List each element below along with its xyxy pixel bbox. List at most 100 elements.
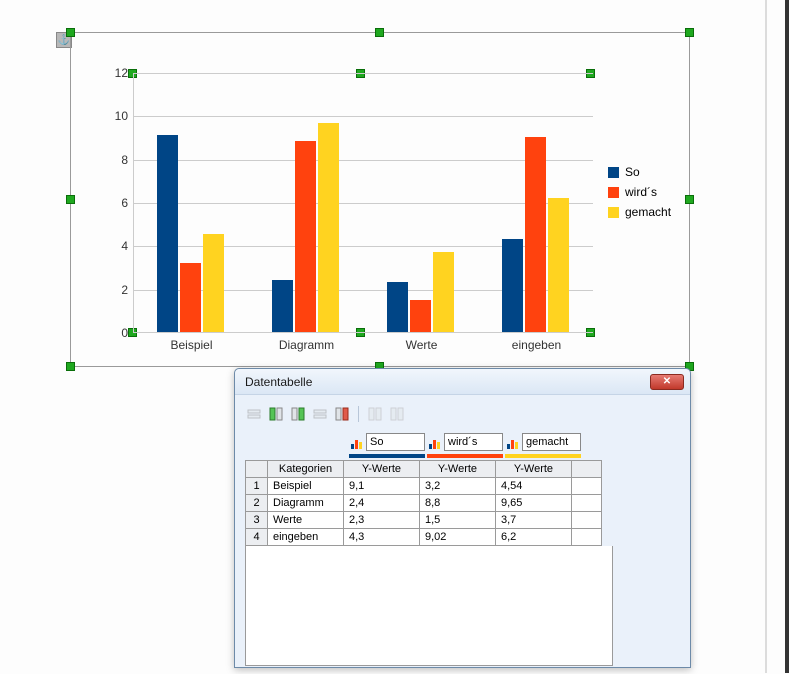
gridline [134, 73, 593, 74]
table-row[interactable]: 2Diagramm2,48,89,65 [246, 495, 602, 512]
series-color-bar [505, 454, 581, 458]
toolbar-delete-series-icon[interactable] [333, 405, 351, 423]
bar[interactable] [203, 234, 224, 332]
legend-label: gemacht [625, 205, 671, 219]
dialog-titlebar[interactable]: Datentabelle ✕ [235, 369, 690, 395]
bar[interactable] [410, 300, 431, 333]
bar[interactable] [272, 280, 293, 332]
series-name-input[interactable] [366, 433, 425, 451]
table-row[interactable]: 1Beispiel9,13,24,54 [246, 478, 602, 495]
toolbar-swap-rows-icon[interactable] [388, 405, 406, 423]
dialog-body: KategorienY-WerteY-WerteY-Werte 1Beispie… [235, 395, 690, 674]
cell-value[interactable]: 2,4 [344, 495, 420, 512]
toolbar-insert-series2-icon[interactable] [289, 405, 307, 423]
cell-value[interactable]: 4,54 [496, 478, 572, 495]
y-tick-label: 6 [121, 196, 134, 210]
legend-label: So [625, 165, 640, 179]
dialog-close-button[interactable]: ✕ [650, 374, 684, 390]
cell-category[interactable]: Werte [268, 512, 344, 529]
series-name-row [349, 433, 680, 451]
series-name-cell [427, 433, 503, 451]
cell-empty[interactable] [572, 512, 602, 529]
x-tick-label: Werte [406, 332, 438, 352]
page-edge-rule [765, 0, 767, 673]
cell-value[interactable]: 1,5 [420, 512, 496, 529]
legend-swatch [608, 167, 619, 178]
bar[interactable] [180, 263, 201, 332]
x-tick-label: eingeben [512, 332, 561, 352]
resize-handle-nw[interactable] [66, 28, 75, 37]
legend-item[interactable]: wird´s [608, 185, 671, 199]
bar-chart-icon [349, 435, 363, 449]
bar[interactable] [525, 137, 546, 332]
bar[interactable] [157, 135, 178, 332]
cell-category[interactable]: Beispiel [268, 478, 344, 495]
series-name-input[interactable] [522, 433, 581, 451]
cell-value[interactable]: 9,65 [496, 495, 572, 512]
gridline [134, 116, 593, 117]
series-name-cell [349, 433, 425, 451]
resize-handle-e[interactable] [685, 195, 694, 204]
table-header-yvalues[interactable]: Y-Werte [420, 461, 496, 478]
chart-object-frame[interactable]: 024681012BeispielDiagrammWerteeingeben S… [70, 32, 690, 367]
cell-value[interactable]: 6,2 [496, 529, 572, 546]
legend-item[interactable]: So [608, 165, 671, 179]
resize-handle-sw[interactable] [66, 362, 75, 371]
data-table-dialog[interactable]: Datentabelle ✕ KategorienY-WerteY-WerteY… [234, 368, 691, 668]
y-tick-label: 4 [121, 239, 134, 253]
resize-handle-w[interactable] [66, 195, 75, 204]
row-number[interactable]: 3 [246, 512, 268, 529]
toolbar-insert-series-icon[interactable] [267, 405, 285, 423]
plot-area[interactable]: 024681012BeispielDiagrammWerteeingeben [133, 73, 593, 333]
x-tick-label: Beispiel [170, 332, 212, 352]
bar[interactable] [433, 252, 454, 332]
data-table[interactable]: KategorienY-WerteY-WerteY-Werte 1Beispie… [245, 460, 602, 546]
dialog-toolbar [245, 403, 680, 433]
resize-handle-n[interactable] [375, 28, 384, 37]
resize-handle-ne[interactable] [685, 28, 694, 37]
cell-value[interactable]: 4,3 [344, 529, 420, 546]
cell-value[interactable]: 3,2 [420, 478, 496, 495]
cell-empty[interactable] [572, 529, 602, 546]
chart-canvas[interactable]: 024681012BeispielDiagrammWerteeingeben S… [83, 45, 677, 354]
toolbar-swap-cols-icon[interactable] [366, 405, 384, 423]
cell-value[interactable]: 9,1 [344, 478, 420, 495]
bar[interactable] [387, 282, 408, 332]
series-name-input[interactable] [444, 433, 503, 451]
table-header-categories[interactable]: Kategorien [268, 461, 344, 478]
bar[interactable] [502, 239, 523, 332]
row-number[interactable]: 4 [246, 529, 268, 546]
bar[interactable] [318, 123, 339, 332]
legend-label: wird´s [625, 185, 657, 199]
cell-category[interactable]: eingeben [268, 529, 344, 546]
legend-item[interactable]: gemacht [608, 205, 671, 219]
cell-value[interactable]: 2,3 [344, 512, 420, 529]
data-table-empty-area[interactable] [245, 546, 613, 666]
table-header-yvalues[interactable]: Y-Werte [496, 461, 572, 478]
cell-value[interactable]: 8,8 [420, 495, 496, 512]
x-tick-label: Diagramm [279, 332, 334, 352]
bar[interactable] [295, 141, 316, 332]
cell-empty[interactable] [572, 495, 602, 512]
legend[interactable]: So wird´s gemacht [608, 165, 671, 225]
cell-empty[interactable] [572, 478, 602, 495]
y-tick-label: 2 [121, 283, 134, 297]
table-corner [246, 461, 268, 478]
series-color-bar [349, 454, 425, 458]
toolbar-insert-row-icon[interactable] [245, 405, 263, 423]
table-header-extra [572, 461, 602, 478]
dialog-title: Datentabelle [245, 375, 650, 389]
cell-value[interactable]: 3,7 [496, 512, 572, 529]
table-row[interactable]: 4eingeben4,39,026,2 [246, 529, 602, 546]
toolbar-delete-row-icon[interactable] [311, 405, 329, 423]
y-tick-label: 0 [121, 326, 134, 340]
bar[interactable] [548, 198, 569, 332]
y-tick-label: 12 [115, 66, 134, 80]
row-number[interactable]: 2 [246, 495, 268, 512]
cell-category[interactable]: Diagramm [268, 495, 344, 512]
y-tick-label: 10 [115, 109, 134, 123]
table-header-yvalues[interactable]: Y-Werte [344, 461, 420, 478]
row-number[interactable]: 1 [246, 478, 268, 495]
cell-value[interactable]: 9,02 [420, 529, 496, 546]
table-row[interactable]: 3Werte2,31,53,7 [246, 512, 602, 529]
